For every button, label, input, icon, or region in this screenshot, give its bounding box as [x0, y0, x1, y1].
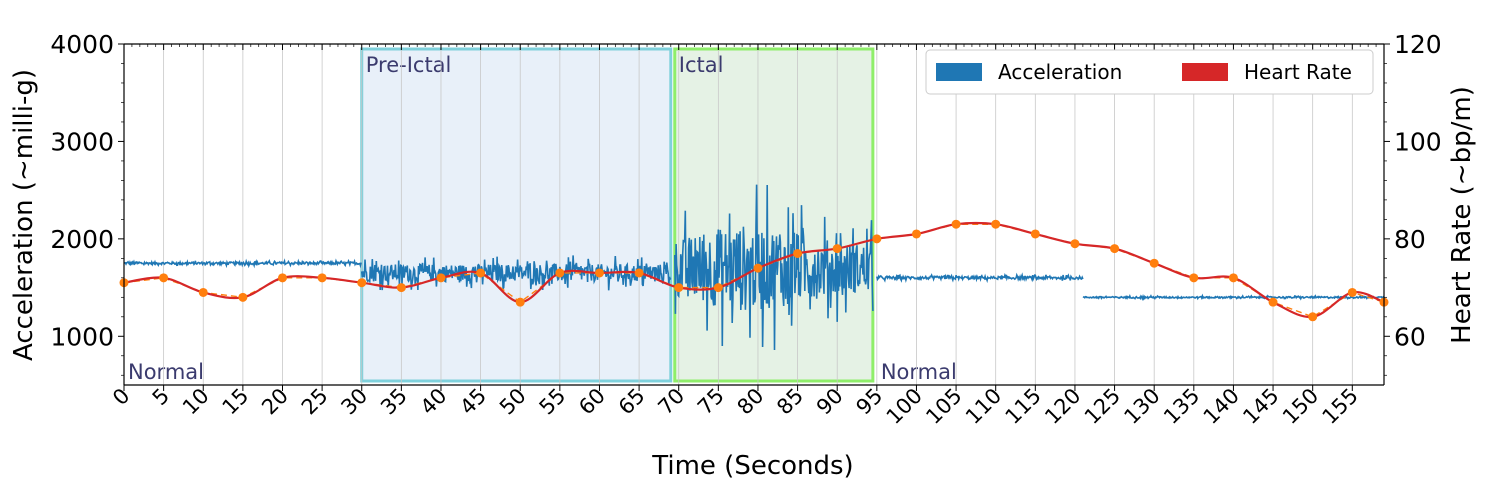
heart-rate-point-18 [832, 244, 842, 254]
heart-rate-point-20 [911, 229, 921, 239]
legend-label-acceleration: Acceleration [998, 60, 1122, 84]
heart-rate-point-7 [396, 283, 406, 293]
left-y-tick-label-3: 4000 [50, 30, 114, 59]
x-tick-label-15: 75 [693, 384, 729, 420]
right-y-tick-label-1: 80 [1394, 225, 1426, 254]
acceleration-line-segment-0 [123, 258, 362, 269]
heart-rate-point-30 [1308, 312, 1318, 322]
x-tick-label-12: 60 [574, 384, 610, 420]
heart-rate-point-1 [159, 273, 169, 283]
x-tick-label-20: 100 [882, 384, 927, 429]
x-tick-label-10: 50 [495, 384, 531, 420]
x-tick-label-23: 115 [1001, 384, 1046, 429]
x-tick-label-11: 55 [535, 384, 571, 420]
x-tick-label-26: 130 [1119, 384, 1164, 429]
region-label-1: Pre-Ictal [366, 53, 452, 77]
heart-rate-point-23 [1030, 229, 1040, 239]
x-tick-label-6: 30 [336, 384, 372, 420]
x-tick-label-4: 20 [257, 384, 293, 420]
x-tick-label-18: 90 [812, 384, 848, 420]
x-tick-label-17: 85 [772, 384, 808, 420]
heart-rate-point-5 [317, 273, 327, 283]
x-tick-label-25: 125 [1080, 384, 1125, 429]
x-tick-label-16: 80 [733, 384, 769, 420]
legend-label-heart-rate: Heart Rate [1244, 60, 1352, 84]
x-tick-label-9: 45 [455, 384, 491, 420]
acceleration-line-segment-4 [1082, 293, 1385, 301]
region-layer: Normal Pre-Ictal Ictal Normal [128, 47, 957, 384]
heart-rate-point-25 [1110, 244, 1120, 254]
x-tick-label-31: 155 [1318, 384, 1363, 429]
heart-rate-point-12 [594, 268, 604, 278]
x-tick-label-19: 95 [851, 384, 887, 420]
x-tick-label-7: 35 [376, 384, 412, 420]
x-tick-label-14: 70 [653, 384, 689, 420]
heart-rate-point-13 [634, 268, 644, 278]
x-tick-label-21: 105 [921, 384, 966, 429]
region-label-0: Normal [128, 360, 204, 384]
x-tick-label-29: 145 [1238, 384, 1283, 429]
heart-rate-point-21 [951, 219, 961, 229]
x-tick-label-1: 5 [148, 384, 174, 410]
heart-rate-point-17 [793, 248, 803, 258]
x-tick-label-24: 120 [1040, 384, 1085, 429]
right-y-tick-label-2: 100 [1394, 127, 1442, 156]
x-tick-label-0: 0 [108, 384, 134, 410]
heart-rate-point-4 [277, 273, 287, 283]
heart-rate-point-19 [872, 234, 882, 244]
heart-rate-point-15 [713, 283, 723, 293]
heart-rate-point-9 [476, 268, 486, 278]
series-layer [119, 184, 1389, 351]
x-tick-label-30: 150 [1278, 384, 1323, 429]
heart-rate-point-11 [555, 268, 565, 278]
x-tick-label-13: 65 [614, 384, 650, 420]
x-tick-label-28: 140 [1199, 384, 1244, 429]
region-label-3: Normal [881, 360, 957, 384]
right-y-tick-label-3: 120 [1394, 30, 1442, 59]
legend-swatch-heart-rate [1182, 63, 1228, 81]
legend-frame [925, 49, 1374, 95]
heart-rate-point-27 [1189, 273, 1199, 283]
heart-rate-point-22 [991, 219, 1001, 229]
heart-rate-point-3 [238, 292, 248, 302]
heart-rate-point-26 [1149, 258, 1159, 268]
heart-rate-point-10 [515, 297, 525, 307]
heart-rate-point-31 [1347, 287, 1357, 297]
left-y-tick-label-1: 2000 [50, 225, 114, 254]
heart-rate-point-6 [357, 278, 367, 288]
right-y-axis-title: Heart Rate (~bp/m) [1447, 86, 1477, 344]
left-y-tick-label-2: 3000 [50, 127, 114, 156]
left-y-axis-title: Acceleration (~milli-g) [9, 69, 39, 361]
x-tick-label-8: 40 [416, 384, 452, 420]
region-label-2: Ictal [679, 53, 724, 77]
heart-rate-point-24 [1070, 239, 1080, 249]
heart-rate-point-14 [674, 283, 684, 293]
region-box-1 [360, 47, 673, 383]
x-tick-label-22: 110 [961, 384, 1006, 429]
right-y-tick-label-0: 60 [1394, 322, 1426, 351]
heart-rate-point-8 [436, 273, 446, 283]
x-tick-label-2: 10 [178, 384, 214, 420]
left-y-tick-label-0: 1000 [50, 322, 114, 351]
legend-swatch-acceleration [936, 63, 982, 81]
acceleration-line-segment-2 [674, 184, 874, 351]
acceleration-line-segment-1 [360, 255, 672, 291]
x-axis-title: Time (Seconds) [651, 451, 853, 481]
x-tick-label-3: 15 [218, 384, 254, 420]
acceleration-line-segment-3 [876, 272, 1084, 284]
heart-rate-point-28 [1228, 273, 1238, 283]
heart-rate-point-29 [1268, 297, 1278, 307]
heart-rate-point-16 [753, 263, 763, 273]
x-tick-label-5: 25 [297, 384, 333, 420]
legend: Acceleration Heart Rate [925, 49, 1374, 95]
x-tick-label-27: 135 [1159, 384, 1204, 429]
heart-rate-point-2 [198, 287, 208, 297]
